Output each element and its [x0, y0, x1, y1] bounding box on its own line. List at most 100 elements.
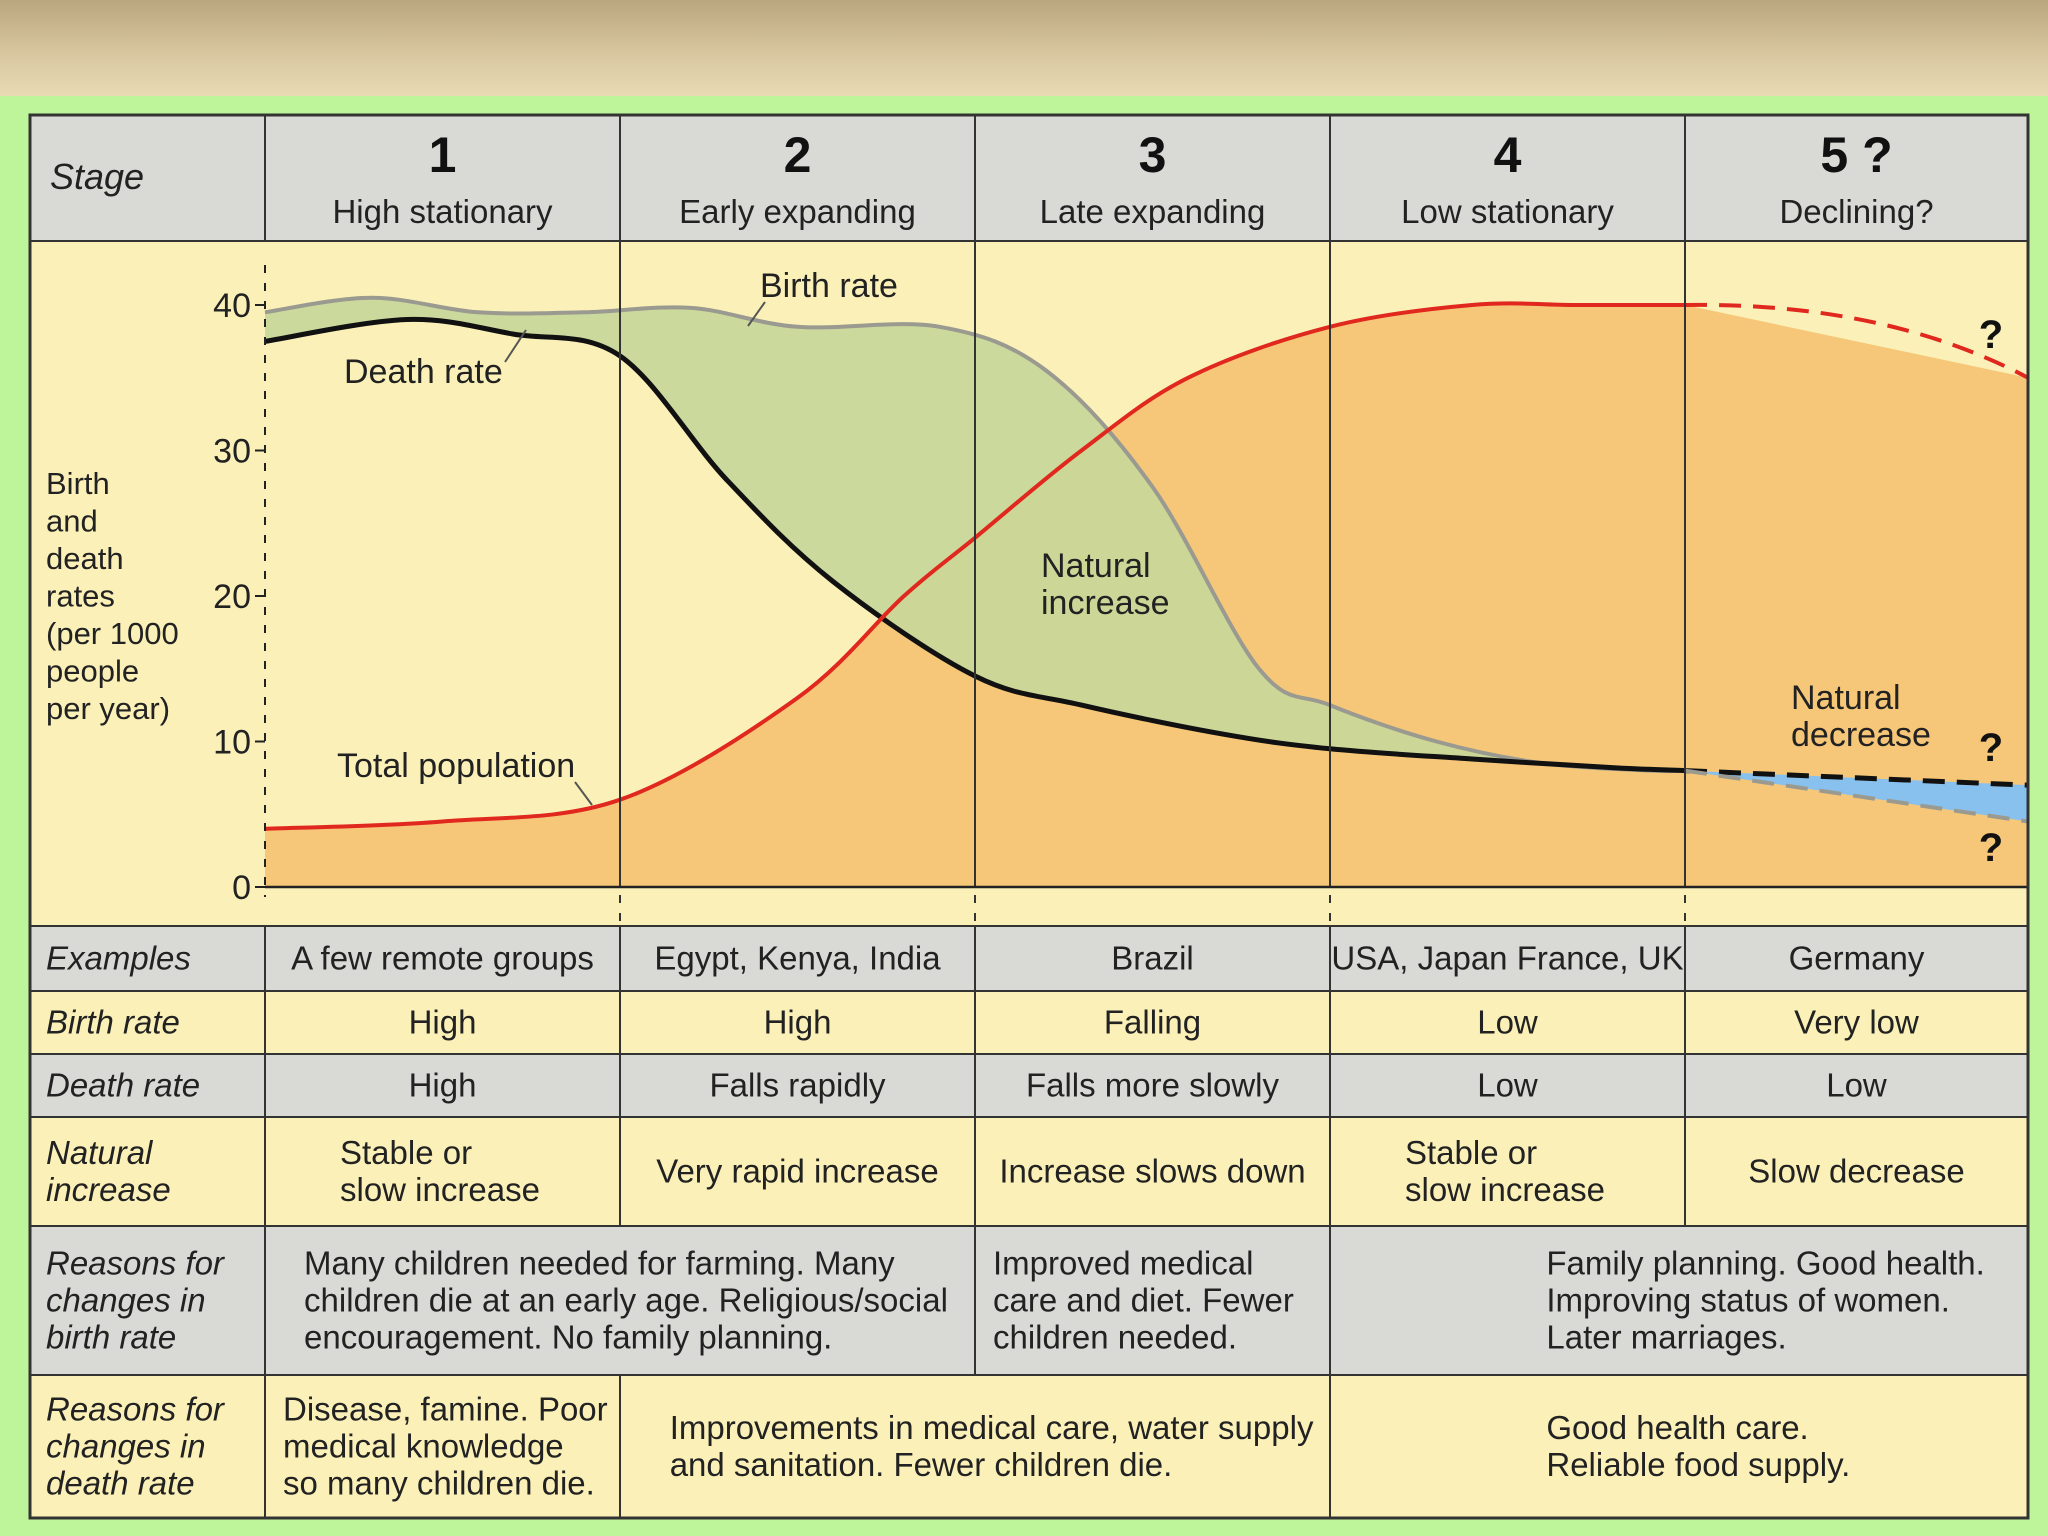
table-cell-text: Low [1477, 1004, 1538, 1041]
question-mark: ? [1979, 313, 2003, 357]
stage-number: 5 ? [1820, 127, 1892, 183]
y-axis-label: rates [46, 579, 115, 614]
table-cell-text: Very low [1794, 1004, 1919, 1041]
table-cell-text: Improving status of women. [1546, 1282, 1950, 1319]
total-population-annotation: Total population [337, 747, 575, 785]
y-axis-label: and [46, 504, 98, 539]
table-cell-text: and sanitation. Fewer children die. [670, 1446, 1173, 1483]
table-row-background [30, 1117, 2028, 1226]
question-mark: ? [1979, 726, 2003, 770]
y-axis-label: death [46, 541, 124, 576]
y-tick-label: 40 [213, 287, 251, 325]
y-tick-label: 20 [213, 578, 251, 616]
table-row-background [30, 991, 2028, 1054]
table-cell-text: Stable or [1405, 1134, 1537, 1171]
table-cell-text: Falling [1104, 1004, 1201, 1041]
total-population-line [264, 301, 1685, 831]
table-cell-text: slow increase [340, 1171, 540, 1208]
table-cell-text: Reliable food supply. [1546, 1446, 1850, 1483]
table-cell-text: High [409, 1004, 477, 1041]
table-cell-text: High [409, 1067, 477, 1104]
annotations: Birth rate Death rate Total population Natu… [337, 267, 2003, 870]
stage-number: 4 [1494, 127, 1522, 183]
table-cell-text: medical knowledge [283, 1428, 564, 1465]
table-grid [28, 113, 2030, 1520]
table-cell-text: A few remote groups [291, 940, 594, 977]
stage-name: Early expanding [679, 193, 916, 230]
stage-name: Declining? [1779, 193, 1933, 230]
table-cell-text: Improvements in medical care, water supp… [670, 1409, 1314, 1446]
table-cell-text: so many children die. [283, 1465, 595, 1502]
table-cell-text: children needed. [993, 1319, 1237, 1356]
birth-rate-line [264, 295, 1686, 774]
y-tick-label: 10 [213, 724, 251, 762]
table-row-label: birth rate [46, 1319, 176, 1356]
stage-name: High stationary [332, 193, 553, 230]
table-row-label: Reasons for [46, 1391, 226, 1428]
table-cell-text: Family planning. Good health. [1546, 1245, 1984, 1282]
death-rate-line [264, 316, 1686, 774]
table-cell-text: Many children needed for farming. Many [304, 1245, 895, 1282]
table-row-label: Examples [46, 940, 191, 977]
table-cell-text: Improved medical [993, 1245, 1253, 1282]
table-row-label: Birth rate [46, 1004, 180, 1041]
stage-name: Late expanding [1040, 193, 1266, 230]
table-cell-text: Later marriages. [1546, 1319, 1786, 1356]
outer-border [28, 113, 2030, 1520]
stage-header: Stage 1 High stationary 2 Early expanding 3 L… [30, 115, 2028, 241]
death-rate-annotation: Death rate [344, 353, 503, 391]
table-cell-text: children die at an early age. Religious/… [304, 1282, 948, 1319]
table-row-background [30, 926, 2028, 991]
table-cell-text: Good health care. [1546, 1409, 1808, 1446]
table-cell-text: encouragement. No family planning. [304, 1319, 832, 1356]
stage-name: Low stationary [1401, 193, 1614, 230]
table-row-background [30, 1375, 2028, 1518]
total-population-leader [574, 781, 593, 806]
table-cell-text: Falls rapidly [709, 1067, 886, 1104]
y-tick-label: 0 [232, 869, 251, 907]
table-cell-text: Low [1826, 1067, 1887, 1104]
natural-increase-annotation: increase [1041, 584, 1170, 622]
y-axis-label: (per 1000 [46, 616, 179, 651]
table-row-background [30, 1226, 2028, 1375]
table-cell-text: Low [1477, 1067, 1538, 1104]
table-row-label: changes in [46, 1428, 206, 1465]
table-cell-text: Germany [1789, 940, 1925, 977]
table-row-label: increase [46, 1171, 171, 1208]
stage-number: 1 [429, 127, 457, 183]
question-mark: ? [1979, 826, 2003, 870]
table-cell-text: Disease, famine. Poor [283, 1391, 608, 1428]
stage-number: 2 [784, 127, 812, 183]
table-cell-text: Egypt, Kenya, India [654, 940, 941, 977]
stage-label: Stage [50, 156, 144, 197]
table-row-background [30, 1054, 2028, 1117]
table-row-label: changes in [46, 1282, 206, 1319]
natural-increase-annotation: Natural [1041, 547, 1151, 585]
table-cell-text: USA, Japan France, UK [1331, 940, 1683, 977]
table-cell-text: care and diet. Fewer [993, 1282, 1294, 1319]
table-cell-text: Falls more slowly [1026, 1067, 1280, 1104]
natural-decrease-annotation: decrease [1791, 716, 1931, 754]
table-cell-text: Very rapid increase [656, 1153, 938, 1190]
birth-rate-annotation: Birth rate [760, 267, 898, 305]
table-row-label: Death rate [46, 1067, 200, 1104]
table-cell-text: Increase slows down [999, 1153, 1305, 1190]
table-cell-text: High [764, 1004, 832, 1041]
table-cell-text: Slow decrease [1748, 1153, 1964, 1190]
y-axis-label: people [46, 654, 139, 689]
population-projection-line [1684, 302, 2029, 380]
y-axis-label: Birth [46, 466, 110, 501]
y-tick-label: 30 [213, 433, 251, 471]
series-lines [264, 295, 2029, 831]
table-row-label: death rate [46, 1465, 195, 1502]
birth-rate-projection-line [1684, 768, 2029, 824]
y-axis-label: per year) [46, 691, 170, 726]
table-row-label: Natural [46, 1134, 154, 1171]
top-banner [0, 0, 2048, 96]
characteristics-table: Examples A few remote groups Egypt, Kenya,… [30, 926, 2028, 1518]
stage-number: 3 [1139, 127, 1167, 183]
table-row-label: Reasons for [46, 1245, 226, 1282]
table-cell-text: Brazil [1111, 940, 1194, 977]
